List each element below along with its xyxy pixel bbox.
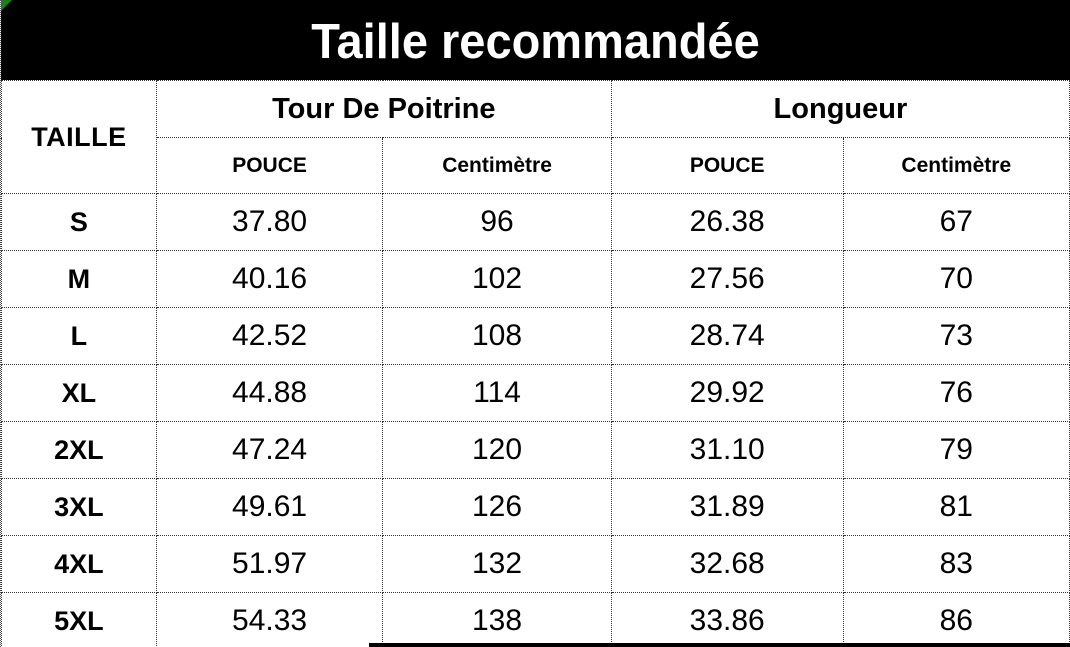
chest-inches-cell: 49.61 [155, 478, 384, 536]
chest-cm-cell: 96 [382, 193, 612, 251]
length-cm-cell: 86 [842, 592, 1070, 647]
subheader-chest-centimetre: Centimètre [382, 137, 612, 194]
chest-cm-cell: 114 [382, 364, 612, 422]
length-inches-cell: 31.10 [610, 421, 844, 479]
length-cm-cell: 83 [842, 535, 1070, 593]
chest-inches-cell: 44.88 [155, 364, 384, 422]
sub-header-row: POUCE Centimètre POUCE Centimètre [2, 137, 1070, 194]
page-title: Taille recommandée [311, 12, 760, 68]
title-banner: Taille recommandée [1, 0, 1070, 80]
table-row: 4XL 51.97 132 32.68 83 [1, 535, 1070, 593]
length-cm-cell: 79 [842, 421, 1070, 479]
chest-cm-cell: 108 [382, 307, 612, 365]
size-table: TAILLE Tour De Poitrine Longueur POUCE C… [1, 80, 1070, 647]
chest-cm-cell: 138 [382, 592, 612, 647]
table-row: 5XL 54.33 138 33.86 86 [1, 592, 1070, 647]
size-cell: 2XL [1, 421, 157, 479]
col-header-taille: TAILLE [1, 80, 157, 194]
size-cell: 4XL [1, 535, 157, 593]
table-row: 2XL 47.24 120 31.10 79 [1, 421, 1070, 479]
length-cm-cell: 76 [842, 364, 1070, 422]
chest-inches-cell: 54.33 [155, 592, 384, 647]
size-cell: S [1, 193, 157, 251]
length-inches-cell: 26.38 [610, 193, 844, 251]
chest-inches-cell: 40.16 [155, 250, 384, 308]
subheader-length-pouce: POUCE [610, 137, 844, 194]
group-header-length: Longueur [610, 80, 1070, 138]
table-row: M 40.16 102 27.56 70 [1, 250, 1070, 308]
size-cell: XL [1, 364, 157, 422]
table-row: 3XL 49.61 126 31.89 81 [1, 478, 1070, 536]
length-cm-cell: 73 [842, 307, 1070, 365]
subheader-length-centimetre: Centimètre [842, 137, 1070, 194]
chest-inches-cell: 47.24 [155, 421, 384, 479]
bottom-banner-edge [369, 643, 1070, 647]
chest-cm-cell: 126 [382, 478, 612, 536]
length-cm-cell: 67 [842, 193, 1070, 251]
chest-cm-cell: 102 [382, 250, 612, 308]
subheader-chest-pouce: POUCE [155, 137, 384, 194]
length-cm-cell: 81 [842, 478, 1070, 536]
length-inches-cell: 32.68 [610, 535, 844, 593]
green-corner-triangle-icon [1, 0, 12, 11]
size-cell: 3XL [1, 478, 157, 536]
length-inches-cell: 28.74 [610, 307, 844, 365]
length-inches-cell: 27.56 [610, 250, 844, 308]
length-inches-cell: 31.89 [610, 478, 844, 536]
chest-inches-cell: 51.97 [155, 535, 384, 593]
chest-cm-cell: 132 [382, 535, 612, 593]
table-row: S 37.80 96 26.38 67 [1, 193, 1070, 251]
chest-inches-cell: 42.52 [155, 307, 384, 365]
length-inches-cell: 29.92 [610, 364, 844, 422]
size-cell: L [1, 307, 157, 365]
table-row: XL 44.88 114 29.92 76 [1, 364, 1070, 422]
table-row: L 42.52 108 28.74 73 [1, 307, 1070, 365]
chest-cm-cell: 120 [382, 421, 612, 479]
group-header-row: TAILLE Tour De Poitrine Longueur [1, 80, 1070, 194]
length-cm-cell: 70 [842, 250, 1070, 308]
chest-inches-cell: 37.80 [155, 193, 384, 251]
length-inches-cell: 33.86 [610, 592, 844, 647]
size-cell: 5XL [1, 592, 157, 647]
size-cell: M [1, 250, 157, 308]
group-header-chest: Tour De Poitrine [155, 80, 612, 138]
